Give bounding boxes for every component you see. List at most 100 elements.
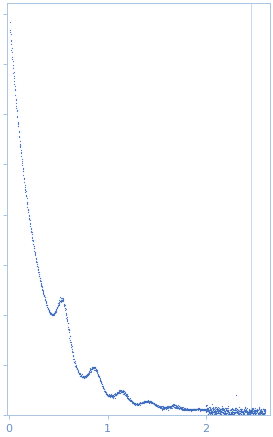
Point: [174, 405, 179, 412]
Point: [104, 391, 108, 398]
Point: [191, 406, 195, 413]
Point: [213, 407, 218, 414]
Point: [246, 408, 250, 415]
Point: [137, 401, 142, 408]
Point: [209, 412, 213, 419]
Point: [236, 409, 241, 416]
Point: [148, 399, 152, 406]
Point: [119, 388, 124, 395]
Point: [123, 388, 127, 395]
Point: [34, 258, 39, 265]
Point: [216, 408, 221, 415]
Point: [177, 403, 182, 410]
Point: [210, 406, 215, 413]
Point: [140, 399, 144, 406]
Point: [187, 406, 192, 413]
Point: [73, 363, 78, 370]
Point: [34, 259, 39, 266]
Point: [195, 406, 199, 413]
Point: [8, 26, 12, 33]
Point: [25, 201, 29, 208]
Point: [47, 308, 52, 315]
Point: [255, 408, 259, 415]
Point: [241, 408, 245, 415]
Point: [204, 406, 208, 413]
Point: [137, 400, 141, 407]
Point: [250, 408, 254, 415]
Point: [254, 412, 259, 419]
Point: [45, 303, 50, 310]
Point: [18, 143, 22, 150]
Point: [233, 408, 237, 415]
Point: [102, 385, 106, 392]
Point: [74, 363, 78, 370]
Point: [17, 137, 22, 144]
Point: [180, 406, 184, 413]
Point: [227, 409, 231, 416]
Point: [208, 404, 212, 411]
Point: [49, 311, 54, 318]
Point: [176, 405, 181, 412]
Point: [205, 408, 210, 415]
Point: [103, 389, 108, 396]
Point: [164, 406, 168, 413]
Point: [236, 411, 241, 418]
Point: [206, 411, 210, 418]
Point: [99, 378, 103, 385]
Point: [108, 393, 113, 400]
Point: [244, 406, 248, 413]
Point: [23, 187, 28, 194]
Point: [70, 348, 74, 355]
Point: [262, 411, 266, 418]
Point: [251, 405, 255, 412]
Point: [150, 399, 154, 406]
Point: [66, 319, 70, 326]
Point: [168, 404, 173, 411]
Point: [168, 404, 172, 411]
Point: [191, 406, 195, 413]
Point: [208, 406, 212, 413]
Point: [130, 399, 135, 406]
Point: [86, 370, 91, 377]
Point: [153, 401, 157, 408]
Point: [228, 412, 232, 419]
Point: [48, 310, 52, 317]
Point: [261, 410, 265, 417]
Point: [182, 406, 187, 413]
Point: [252, 406, 256, 413]
Point: [77, 371, 81, 378]
Point: [181, 405, 185, 412]
Point: [63, 309, 68, 316]
Point: [125, 392, 129, 399]
Point: [150, 399, 155, 406]
Point: [14, 104, 19, 111]
Point: [221, 410, 225, 417]
Point: [251, 409, 256, 416]
Point: [25, 206, 30, 213]
Point: [257, 406, 261, 413]
Point: [110, 393, 114, 400]
Point: [244, 412, 248, 419]
Point: [146, 398, 150, 405]
Point: [121, 388, 126, 395]
Point: [168, 404, 173, 411]
Point: [106, 391, 110, 398]
Point: [79, 371, 83, 378]
Point: [211, 407, 215, 414]
Point: [261, 412, 265, 419]
Point: [103, 388, 107, 395]
Point: [23, 186, 27, 193]
Point: [229, 407, 234, 414]
Point: [243, 407, 247, 414]
Point: [184, 406, 188, 413]
Point: [165, 404, 169, 411]
Point: [66, 326, 70, 333]
Point: [70, 345, 74, 352]
Point: [62, 302, 66, 309]
Point: [152, 400, 156, 407]
Point: [226, 410, 231, 417]
Point: [150, 399, 154, 406]
Point: [198, 407, 202, 414]
Point: [253, 408, 257, 415]
Point: [155, 403, 159, 410]
